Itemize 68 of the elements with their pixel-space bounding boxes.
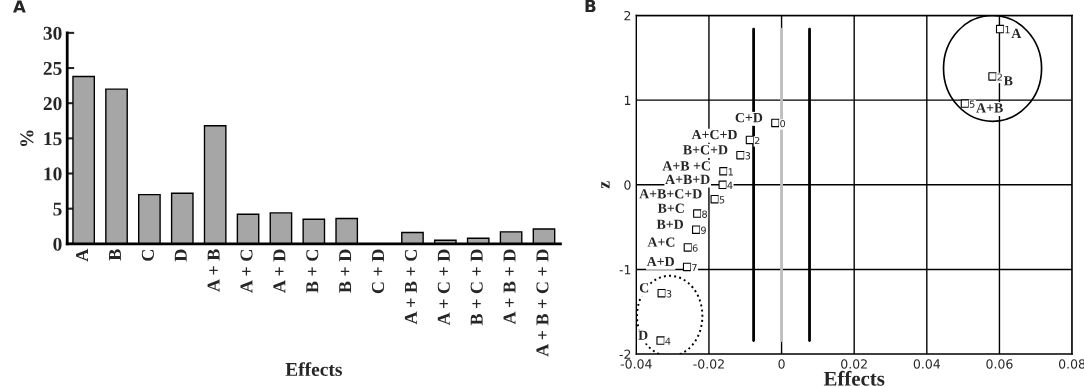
annotation: A+D xyxy=(646,256,674,267)
y-tick-label: 25 xyxy=(43,61,62,75)
y-tick-label: 30 xyxy=(43,26,62,40)
annotation: A+B xyxy=(976,103,1003,113)
annotation: 7 xyxy=(692,263,697,272)
y-tick-label: 10 xyxy=(44,167,62,181)
annotation: 6 xyxy=(692,244,698,252)
annotation: 5 xyxy=(719,196,725,204)
annotation: A+B +C xyxy=(662,161,710,171)
x-tick-label: 0.04 xyxy=(913,359,941,369)
x-tick-label: B + C xyxy=(306,250,319,293)
x-tick-label: A + B + C xyxy=(404,250,417,325)
x-tick-label: -0.04 xyxy=(620,359,652,369)
annotation: A+B+D xyxy=(665,174,710,185)
x-tick-label: A + B xyxy=(207,249,220,292)
x-tick-label: A + D xyxy=(273,249,286,293)
annotation: 1 xyxy=(728,168,733,176)
x-axis-title: Effects xyxy=(285,362,342,377)
x-tick-label: C xyxy=(141,250,154,261)
x-tick-label: A + B + C + D xyxy=(536,249,549,357)
annotation: 3 xyxy=(745,152,751,160)
x-tick-label: C + D xyxy=(371,249,385,294)
annotation: 4 xyxy=(665,337,671,345)
annotation: A+C xyxy=(647,237,675,247)
annotation: D xyxy=(638,330,648,340)
annotation: B+C xyxy=(657,203,684,213)
annotation: A+C+D xyxy=(691,129,737,140)
chart-title: B xyxy=(585,0,596,13)
y-tick-label: 15 xyxy=(44,132,62,146)
annotation: 8 xyxy=(702,210,707,218)
annotation: B+D xyxy=(656,219,684,229)
x-tick-label: 0 xyxy=(778,359,785,369)
x-tick-label: A + B + D xyxy=(503,249,516,325)
x-tick-label: -0.02 xyxy=(693,359,724,369)
annotation: A xyxy=(1011,28,1022,38)
y-tick-label: 0 xyxy=(53,237,62,251)
x-tick-label: B xyxy=(109,249,121,261)
x-tick-label: A + C + D xyxy=(437,249,450,326)
annotation: 0 xyxy=(780,119,786,128)
annotation: 9 xyxy=(701,226,706,234)
y-axis-title: % xyxy=(20,130,34,147)
annotation: A+B+C+D xyxy=(639,189,702,199)
annotation: B xyxy=(1003,76,1013,86)
y-tick-label: 0 xyxy=(624,180,631,190)
y-tick-label: 20 xyxy=(43,97,62,111)
annotation: 5 xyxy=(969,100,975,108)
annotation: 1 xyxy=(1005,26,1010,34)
annotation: 2 xyxy=(754,136,760,145)
y-tick-label: -1 xyxy=(619,265,631,275)
y-axis-title: z xyxy=(601,181,610,189)
annotation: 4 xyxy=(727,181,733,189)
x-tick-label: D xyxy=(174,249,187,262)
x-axis-title: Effects xyxy=(823,370,885,386)
y-tick-label: 5 xyxy=(53,202,62,216)
y-tick-label: -2 xyxy=(619,349,631,359)
annotation: 2 xyxy=(997,73,1002,81)
x-tick-label: B + D xyxy=(339,249,352,293)
x-tick-label: 0.06 xyxy=(986,359,1013,369)
x-tick-label: A xyxy=(76,248,88,262)
chart-title: A xyxy=(13,0,26,13)
annotation: 3 xyxy=(666,290,672,298)
x-tick-label: 0.02 xyxy=(841,359,867,369)
x-tick-label: B + C + D xyxy=(470,249,483,326)
annotation: B+C+D xyxy=(683,145,728,155)
x-tick-label: A + C xyxy=(240,250,253,293)
y-tick-label: 2 xyxy=(624,10,631,21)
annotation: C+D xyxy=(735,112,763,123)
y-tick-label: 1 xyxy=(624,95,631,105)
